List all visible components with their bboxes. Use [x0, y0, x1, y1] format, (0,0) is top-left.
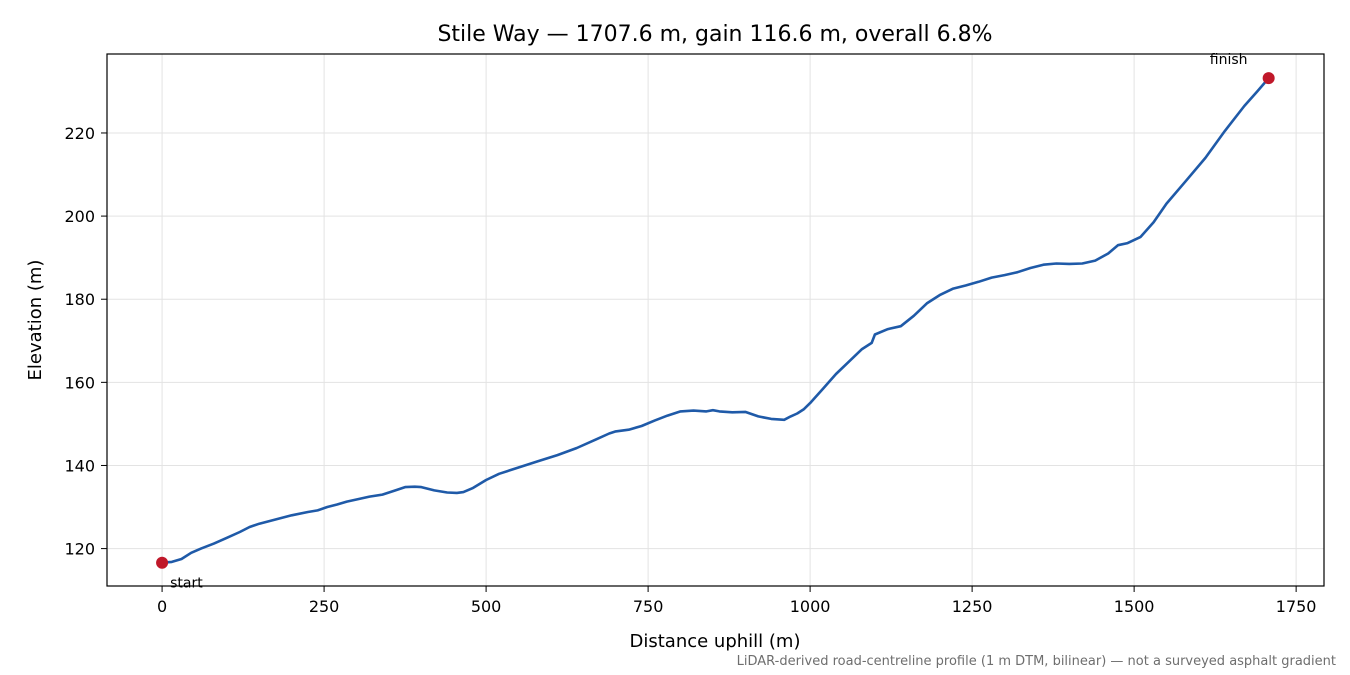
- x-axis-ticks: 0 250 500 750 1000 1250 1500 1750: [157, 586, 1317, 616]
- plot-frame: [106, 53, 1325, 587]
- y-tick-label: 140: [64, 456, 95, 475]
- elevation-profile-line: [160, 76, 1270, 564]
- y-tick-label: 120: [64, 540, 95, 559]
- x-tick-label: 1000: [790, 597, 831, 616]
- start-marker: [156, 556, 169, 569]
- y-tick-label: 180: [64, 290, 95, 309]
- start-label: start: [170, 576, 203, 592]
- y-axis-label: Elevation (m): [25, 260, 46, 381]
- x-tick-label: 250: [309, 597, 340, 616]
- chart-title: Stile Way — 1707.6 m, gain 116.6 m, over…: [437, 22, 992, 47]
- finish-label: finish: [1210, 52, 1248, 68]
- x-tick-label: 750: [633, 597, 664, 616]
- x-tick-label: 1750: [1276, 597, 1317, 616]
- grid-lines: [107, 54, 1324, 586]
- y-tick-label: 160: [64, 373, 95, 392]
- finish-marker: [1262, 72, 1275, 85]
- x-tick-label: 1500: [1114, 597, 1155, 616]
- x-tick-label: 0: [157, 597, 167, 616]
- endpoint-markers: start finish: [156, 52, 1275, 592]
- y-axis-ticks: 120 140 160 180 200 220: [64, 124, 107, 559]
- x-tick-label: 500: [471, 597, 502, 616]
- footnote: LiDAR-derived road-centreline profile (1…: [737, 654, 1336, 669]
- x-tick-label: 1250: [952, 597, 993, 616]
- x-axis-label: Distance uphill (m): [630, 631, 801, 652]
- y-tick-label: 200: [64, 207, 95, 226]
- y-tick-label: 220: [64, 124, 95, 143]
